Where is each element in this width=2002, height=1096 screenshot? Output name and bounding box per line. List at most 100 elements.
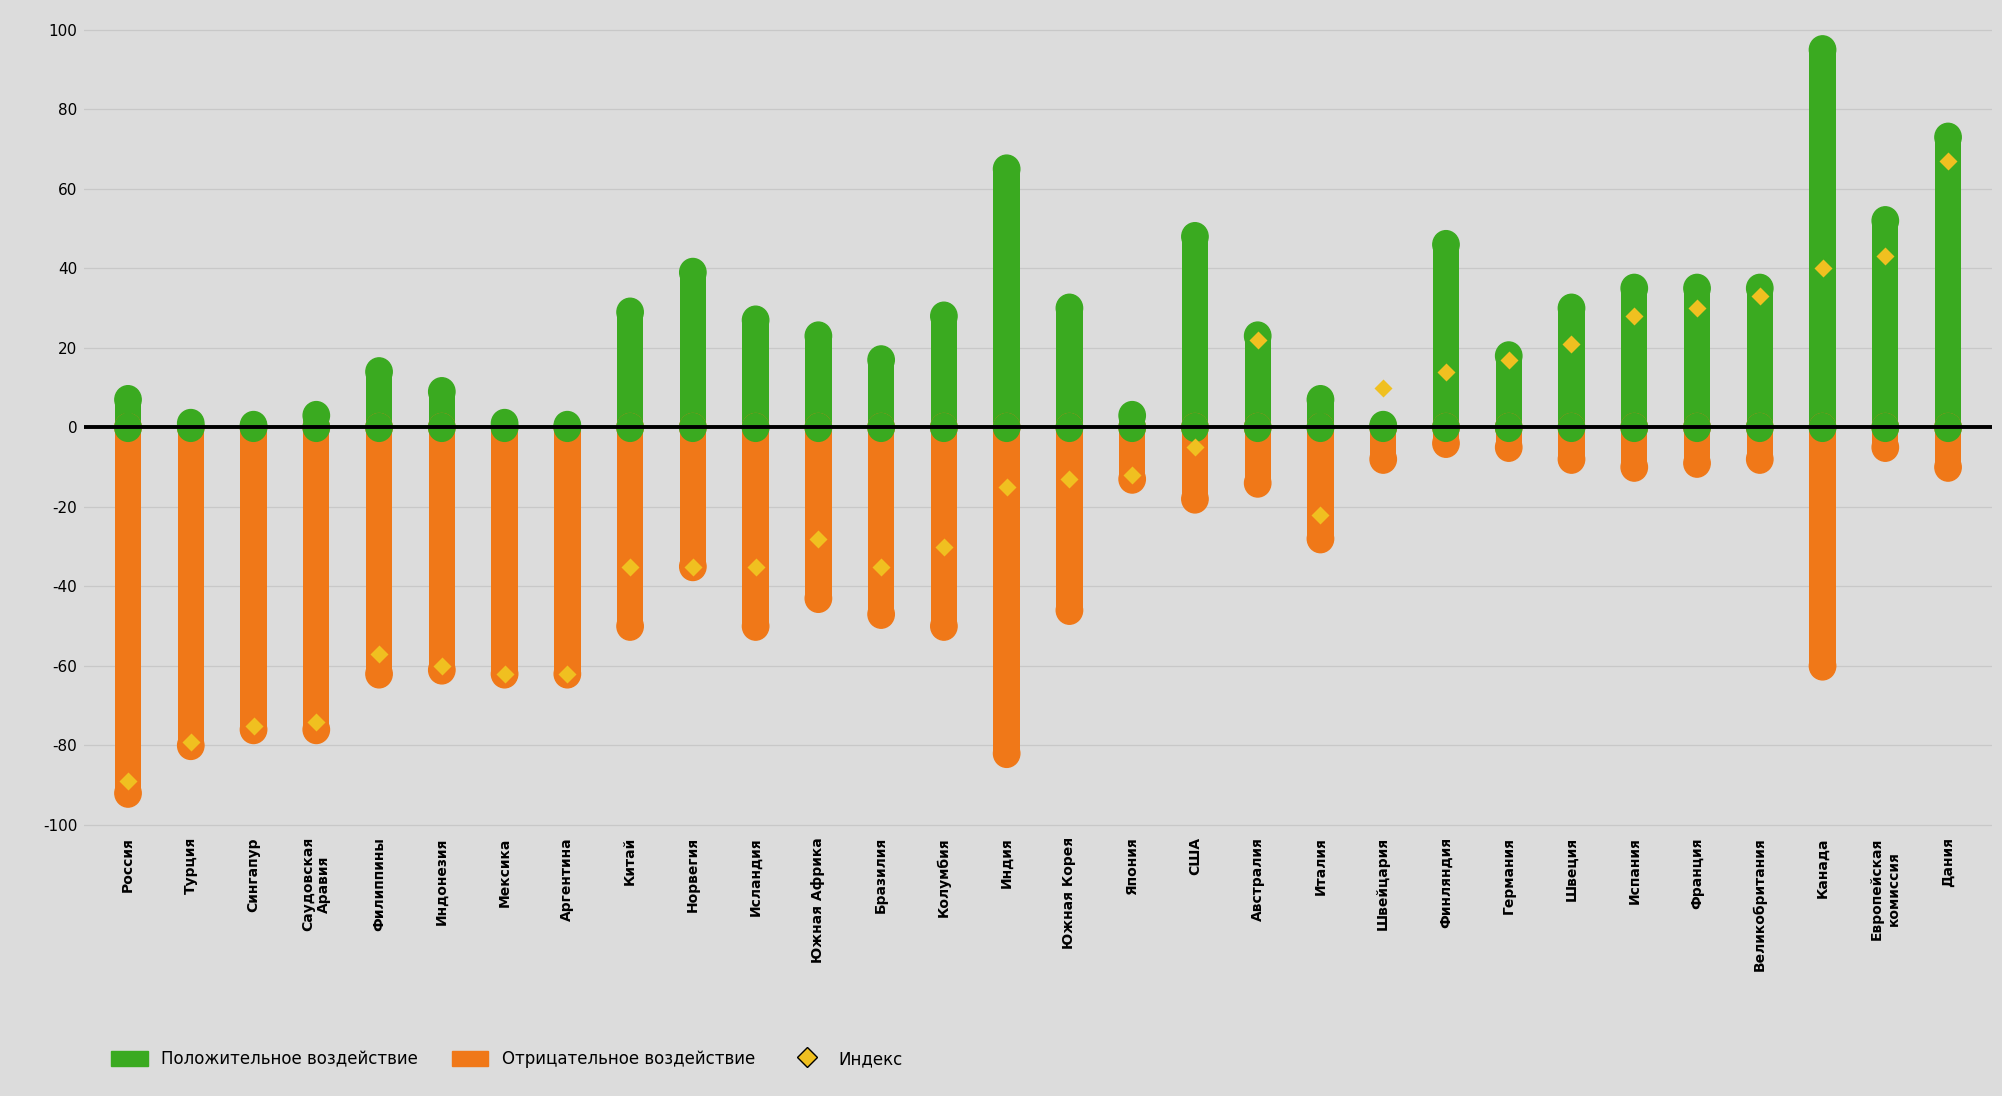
Bar — [1307, 400, 1333, 427]
Ellipse shape — [1684, 449, 1710, 477]
Ellipse shape — [1245, 469, 1271, 496]
Ellipse shape — [1934, 413, 1962, 442]
Ellipse shape — [1245, 413, 1271, 442]
Ellipse shape — [240, 413, 266, 442]
Ellipse shape — [1746, 445, 1774, 473]
Ellipse shape — [1433, 413, 1459, 442]
Ellipse shape — [302, 401, 330, 430]
Bar — [1684, 288, 1710, 427]
Ellipse shape — [1181, 222, 1207, 251]
Bar — [869, 427, 895, 614]
Ellipse shape — [114, 413, 142, 442]
Ellipse shape — [1746, 274, 1774, 302]
Ellipse shape — [555, 413, 581, 442]
Bar — [1558, 427, 1586, 459]
Bar — [805, 427, 831, 598]
Ellipse shape — [617, 613, 643, 640]
Bar — [1684, 427, 1710, 464]
Bar — [1307, 427, 1333, 539]
Ellipse shape — [178, 413, 204, 442]
Bar — [1245, 427, 1271, 483]
Bar — [679, 273, 707, 427]
Ellipse shape — [1119, 401, 1145, 430]
Ellipse shape — [617, 413, 643, 442]
Ellipse shape — [1245, 322, 1271, 350]
Ellipse shape — [178, 410, 204, 437]
Ellipse shape — [869, 601, 895, 628]
Bar — [1433, 427, 1459, 444]
Ellipse shape — [743, 413, 769, 442]
Bar — [679, 427, 707, 567]
Ellipse shape — [1307, 386, 1333, 413]
Ellipse shape — [1433, 413, 1459, 442]
Ellipse shape — [1684, 274, 1710, 302]
Bar — [1746, 427, 1774, 459]
Ellipse shape — [1934, 454, 1962, 481]
Bar — [114, 400, 142, 427]
Ellipse shape — [1810, 413, 1836, 442]
Ellipse shape — [178, 413, 204, 442]
Ellipse shape — [1684, 413, 1710, 442]
Ellipse shape — [428, 413, 454, 442]
Ellipse shape — [869, 413, 895, 442]
Bar — [1495, 427, 1522, 447]
Bar — [1245, 336, 1271, 427]
Ellipse shape — [617, 413, 643, 442]
Bar — [805, 336, 831, 427]
Ellipse shape — [1057, 596, 1083, 625]
Bar — [1495, 356, 1522, 427]
Bar — [1181, 427, 1207, 499]
Bar — [240, 427, 266, 730]
Bar — [240, 425, 266, 427]
Ellipse shape — [1622, 413, 1648, 442]
Ellipse shape — [1558, 445, 1586, 473]
Ellipse shape — [679, 413, 707, 442]
Bar — [555, 427, 581, 674]
Bar — [1872, 220, 1898, 427]
Ellipse shape — [931, 302, 957, 330]
Ellipse shape — [805, 413, 831, 442]
Ellipse shape — [1872, 433, 1898, 461]
Ellipse shape — [743, 306, 769, 334]
Bar — [1746, 288, 1774, 427]
Ellipse shape — [366, 413, 392, 442]
Ellipse shape — [1057, 413, 1083, 442]
Bar — [1558, 308, 1586, 427]
Ellipse shape — [869, 346, 895, 374]
Bar — [1622, 427, 1648, 467]
Ellipse shape — [428, 657, 454, 684]
Ellipse shape — [490, 413, 519, 442]
Ellipse shape — [993, 413, 1019, 442]
Ellipse shape — [679, 259, 707, 286]
Ellipse shape — [1369, 411, 1397, 439]
Ellipse shape — [1495, 413, 1522, 442]
Ellipse shape — [1307, 413, 1333, 442]
Ellipse shape — [1433, 430, 1459, 457]
Ellipse shape — [1057, 413, 1083, 442]
Ellipse shape — [1810, 36, 1836, 64]
Bar — [1119, 415, 1145, 427]
Ellipse shape — [993, 413, 1019, 442]
Bar — [1433, 244, 1459, 427]
Ellipse shape — [1558, 413, 1586, 442]
Ellipse shape — [1495, 433, 1522, 461]
Ellipse shape — [993, 156, 1019, 183]
Bar — [366, 427, 392, 674]
Bar — [114, 427, 142, 794]
Bar — [1057, 308, 1083, 427]
Ellipse shape — [114, 779, 142, 807]
Ellipse shape — [114, 386, 142, 413]
Bar — [428, 427, 454, 670]
Ellipse shape — [178, 732, 204, 760]
Ellipse shape — [1181, 413, 1207, 442]
Ellipse shape — [1872, 413, 1898, 442]
Ellipse shape — [366, 358, 392, 386]
Ellipse shape — [1369, 413, 1397, 442]
Ellipse shape — [743, 413, 769, 442]
Ellipse shape — [869, 413, 895, 442]
Ellipse shape — [1872, 207, 1898, 235]
Ellipse shape — [679, 552, 707, 581]
Ellipse shape — [1369, 445, 1397, 473]
Ellipse shape — [490, 410, 519, 437]
Ellipse shape — [1119, 465, 1145, 493]
